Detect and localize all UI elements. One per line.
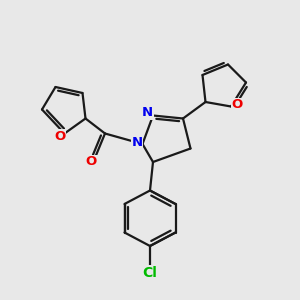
Text: O: O [231,98,243,112]
Text: O: O [54,130,66,143]
Text: N: N [142,106,153,119]
Text: N: N [131,136,143,149]
Text: Cl: Cl [142,266,158,280]
Text: O: O [86,155,97,169]
